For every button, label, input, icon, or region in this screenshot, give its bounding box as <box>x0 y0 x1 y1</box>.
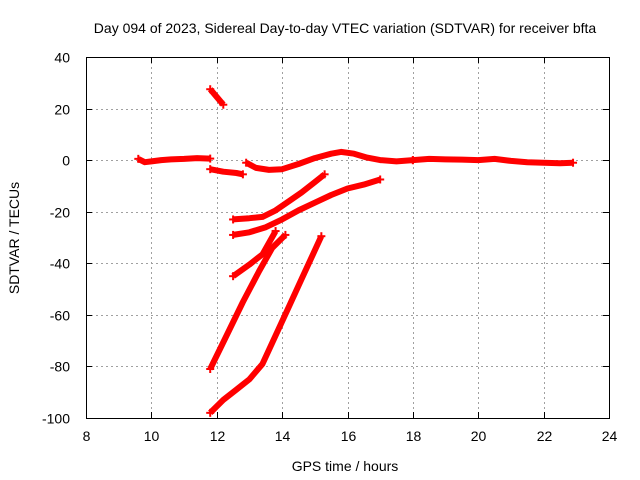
chart-title: Day 094 of 2023, Sidereal Day-to-day VTE… <box>94 20 597 36</box>
x-tick-label: 24 <box>602 428 618 444</box>
series-arc-rise-b <box>232 176 382 238</box>
series-arc-rise-d <box>207 232 288 371</box>
series-arc-main-mid <box>244 148 414 173</box>
y-tick-label: -80 <box>50 359 70 375</box>
y-axis-title: SDTVAR / TECUs <box>6 182 22 294</box>
y-tick-label: -60 <box>50 308 70 324</box>
series-arc-main-early <box>136 155 211 166</box>
x-tick-label: 22 <box>537 428 553 444</box>
x-tick-label: 18 <box>406 428 422 444</box>
x-tick-label: 10 <box>144 428 160 444</box>
y-tick-label: 0 <box>62 153 70 169</box>
series-arc-rise-c <box>231 229 279 279</box>
y-tick-label: 20 <box>54 102 70 118</box>
y-tick-label: -100 <box>42 411 70 427</box>
series-group <box>134 85 578 417</box>
x-tick-label: 12 <box>210 428 226 444</box>
y-tick-label: -40 <box>50 256 70 272</box>
x-tick-label: 16 <box>341 428 357 444</box>
series-arc-main-late <box>412 155 574 167</box>
x-axis-title: GPS time / hours <box>292 458 399 474</box>
series-arc-rise-e <box>208 234 325 415</box>
y-tick-label: -20 <box>50 205 70 221</box>
y-tick-label: 40 <box>54 50 70 66</box>
x-tick-label: 20 <box>471 428 487 444</box>
series-arc-short-low <box>209 166 244 178</box>
axis-ticks: 8 10 12 14 16 18 20 22 24 40 20 0 -20 -40 -60 -80 -100 <box>42 50 618 445</box>
grid <box>86 57 609 418</box>
x-tick-label: 14 <box>275 428 291 444</box>
x-tick-label: 8 <box>83 428 91 444</box>
series-arc-high <box>207 87 226 107</box>
series-arc-rise-a <box>232 171 327 223</box>
